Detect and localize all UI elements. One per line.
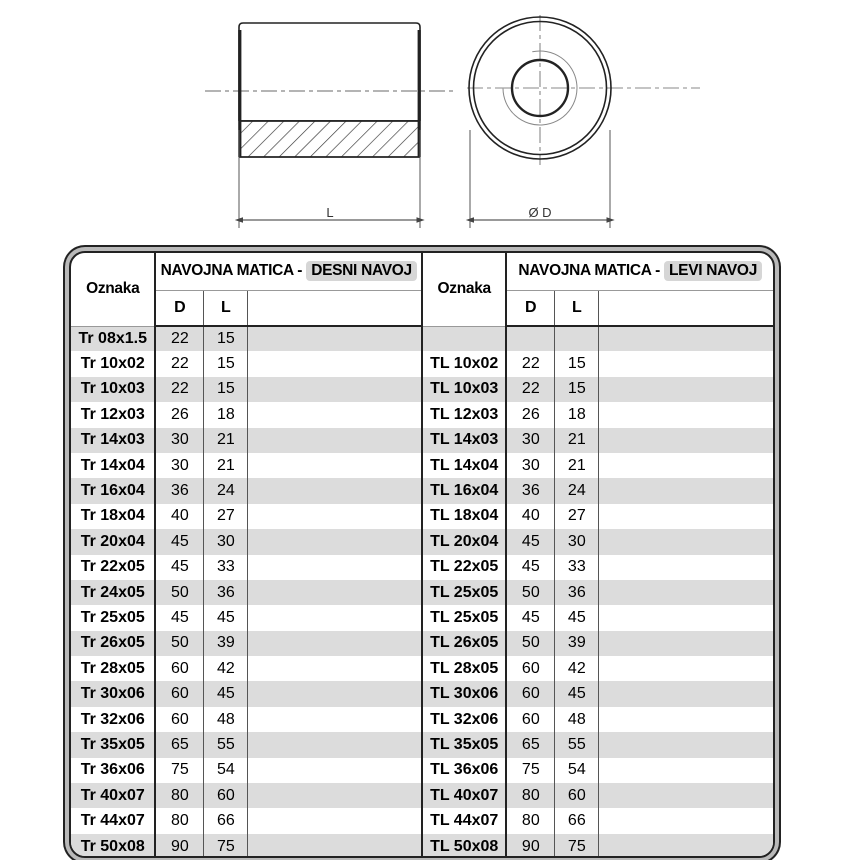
svg-text:L: L: [326, 205, 333, 220]
svg-text:Ø D: Ø D: [528, 205, 551, 220]
